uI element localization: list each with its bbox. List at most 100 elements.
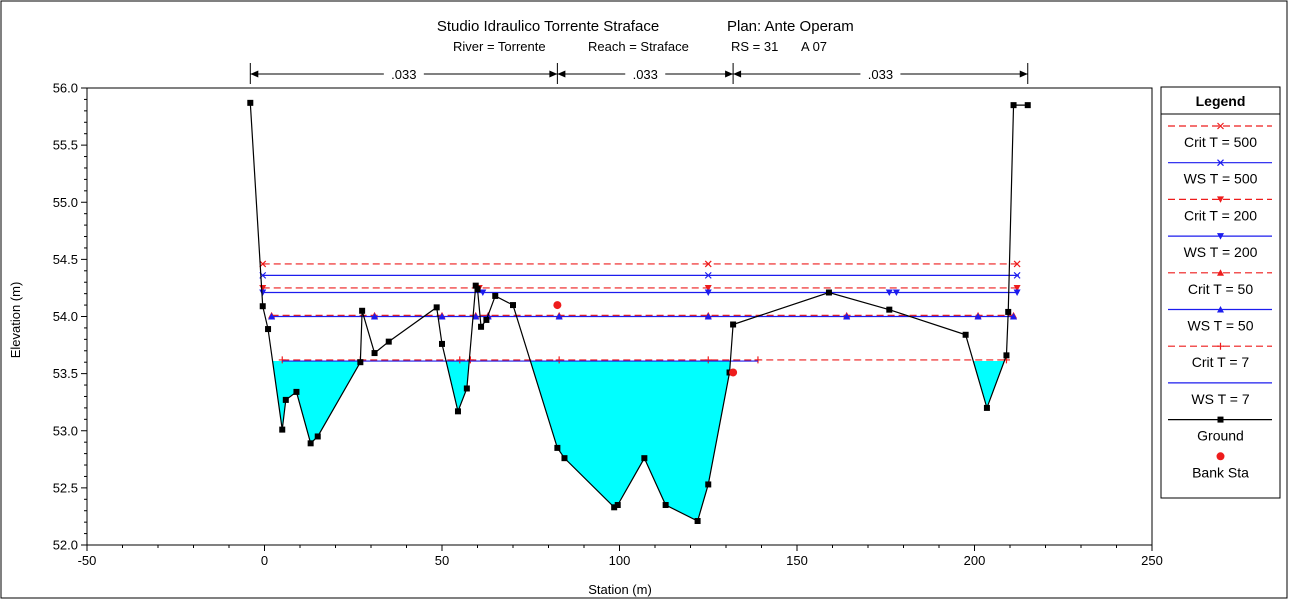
ground-point: [478, 323, 485, 330]
series-marker: [704, 271, 712, 279]
ground-point: [259, 303, 266, 310]
legend-box: [1160, 86, 1281, 499]
ground-point: [433, 304, 440, 311]
x-tick-label: 150: [786, 553, 808, 568]
legend-marker: [1217, 122, 1224, 130]
y-tick-label: 53.5: [53, 366, 78, 381]
x-tick-label: 250: [1141, 553, 1163, 568]
series-marker: [974, 313, 982, 320]
subtitle-reach: Reach = Straface: [588, 39, 689, 54]
series-marker: [892, 289, 900, 297]
ground-point: [293, 388, 300, 395]
series-marker: [268, 313, 276, 320]
legend-label: Crit T = 50: [1188, 281, 1253, 297]
legend-items: Crit T = 500 WS T = 500 Crit T = 200 WS T =…: [1168, 122, 1272, 480]
series-marker: [555, 313, 563, 320]
series-marker: [704, 356, 712, 364]
mannings-n-label: .033: [633, 67, 658, 82]
ground-point: [983, 404, 990, 411]
series-marker: [259, 289, 267, 297]
series-marker: [456, 356, 464, 364]
water-area: [446, 361, 470, 412]
x-tick-label: 100: [609, 553, 631, 568]
legend-marker: [1217, 269, 1224, 276]
mannings-segment: .033: [733, 65, 1028, 82]
x-tick-label: 200: [964, 553, 986, 568]
ground-point: [886, 306, 893, 313]
mannings-label-bg: [860, 65, 901, 81]
legend-item-crit-t-200: Crit T = 200: [1168, 196, 1272, 223]
series-ws-t-200: [259, 289, 1021, 297]
series-marker: [479, 289, 487, 297]
legend: Legend Crit T = 500 WS T = 500 Crit T = 20…: [1160, 86, 1281, 499]
water-area: [530, 361, 731, 522]
series-marker: [704, 313, 712, 320]
water-area: [272, 361, 361, 444]
y-tick-label: 55.0: [53, 195, 78, 210]
legend-title: Legend: [1196, 93, 1246, 109]
mannings-arrowhead: [1019, 70, 1028, 78]
ground-point: [265, 326, 272, 333]
series-marker: [704, 260, 712, 268]
ground-point: [307, 440, 314, 447]
x-tick-label: -50: [78, 553, 97, 568]
ground-point: [825, 289, 832, 296]
series-crit-t-7: [278, 356, 1010, 364]
legend-label: Crit T = 200: [1184, 207, 1257, 223]
ground-point: [1024, 102, 1031, 109]
ground-point: [614, 502, 621, 509]
legend-item-ws-t-200: WS T = 200: [1168, 233, 1272, 260]
ground-point: [385, 338, 392, 345]
legend-label: WS T = 500: [1184, 171, 1258, 187]
legend-label: Ground: [1197, 428, 1244, 444]
legend-label: WS T = 7: [1191, 391, 1249, 407]
series-crit-t-500: [259, 260, 1021, 268]
x-tick-label: 50: [435, 553, 449, 568]
legend-marker: [1217, 196, 1224, 203]
series-marker: [1013, 271, 1021, 279]
series-marker: [278, 356, 286, 364]
ground-point: [694, 518, 701, 525]
water-area: [973, 361, 1005, 408]
ground-point: [1003, 352, 1010, 359]
mannings-arrowhead: [557, 70, 566, 78]
legend-label: Bank Sta: [1192, 464, 1249, 480]
ground-point: [510, 302, 516, 309]
y-tick-label: 54.5: [53, 252, 78, 267]
water-surface-layer: [259, 260, 1021, 364]
series-marker: [555, 356, 563, 364]
legend-item-crit-t-50: Crit T = 50: [1168, 269, 1272, 297]
mannings-arrowhead: [733, 70, 742, 78]
x-tick-label: 0: [261, 553, 268, 568]
legend-item-crit-t-500: Crit T = 500: [1168, 122, 1272, 150]
series-marker: [1013, 260, 1021, 268]
ground-point: [463, 385, 470, 392]
mannings-n-label: .033: [391, 67, 416, 82]
mannings-segment: .033: [250, 65, 558, 82]
series-marker: [754, 356, 762, 364]
legend-label: Crit T = 500: [1184, 134, 1257, 150]
series-marker: [885, 289, 893, 297]
y-tick-label: 55.5: [53, 138, 78, 153]
series-marker: [843, 313, 851, 320]
series-marker: [704, 284, 712, 292]
y-tick-label: 54.0: [53, 309, 78, 324]
ground-point: [314, 433, 321, 440]
mannings-n-label: .033: [868, 67, 893, 82]
ground-point: [554, 444, 561, 451]
legend-item-ws-t-50: WS T = 50: [1168, 306, 1272, 334]
axes: -50 0 50 100 150 200 250 52.0 52.5 53.0 53.5 54.0 54…: [53, 81, 1163, 569]
legend-marker: [1216, 452, 1225, 461]
series-ws-t-50: [268, 313, 1018, 320]
ground-point: [492, 292, 499, 299]
legend-item-ground: Ground: [1168, 416, 1272, 444]
plan-label: Plan: Ante Operam: [727, 18, 854, 35]
bank-station-point: [553, 301, 562, 310]
mannings-label-bg: [625, 65, 666, 81]
ground-point: [282, 396, 289, 403]
legend-item-bank-sta: Bank Sta: [1192, 452, 1249, 480]
series-marker: [466, 356, 474, 364]
ground-point: [439, 340, 445, 347]
